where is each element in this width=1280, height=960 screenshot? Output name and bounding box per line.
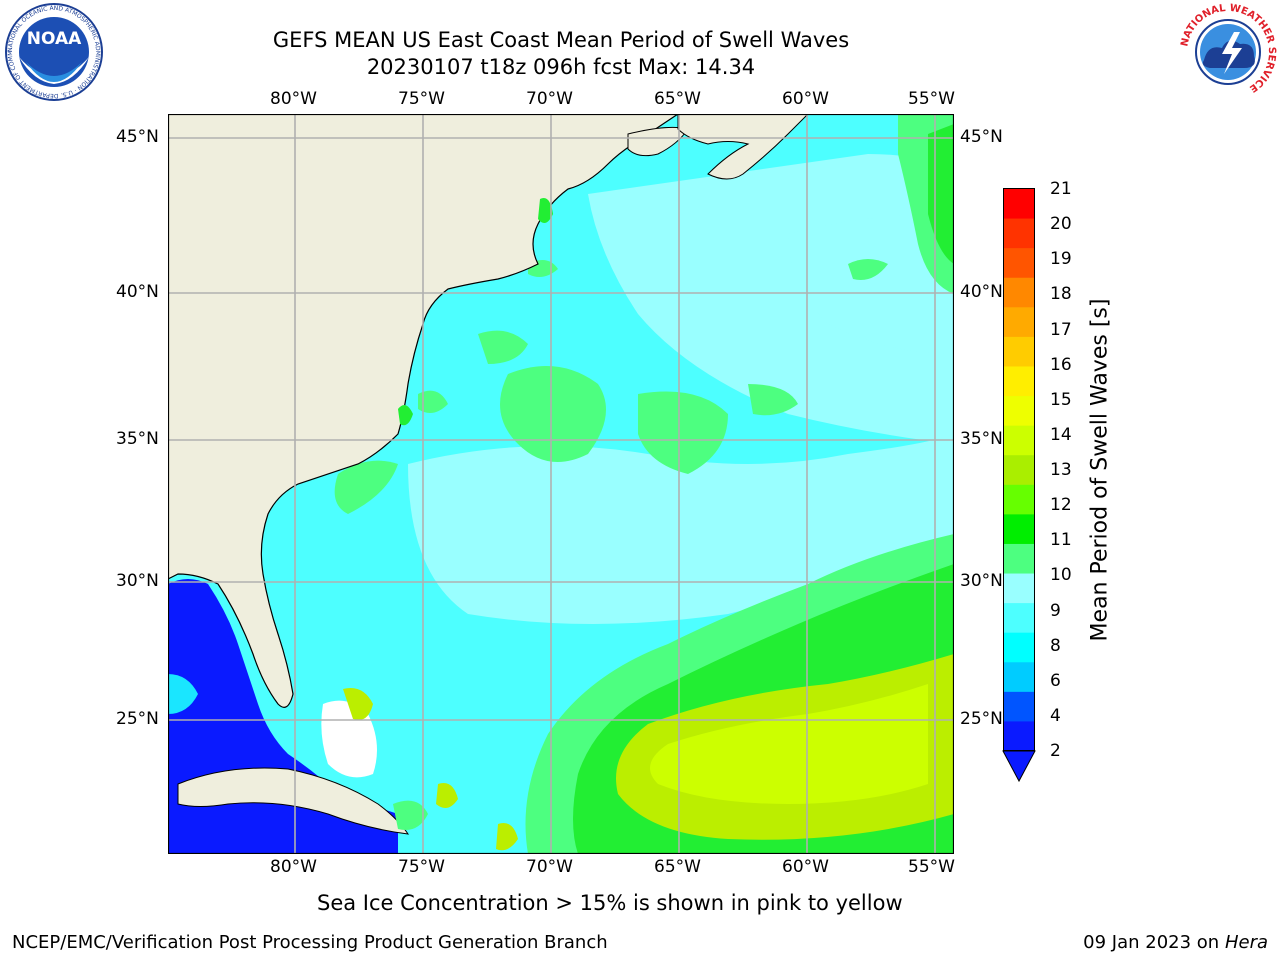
colorbar-swatch (1004, 307, 1034, 338)
lon-tick-bottom-70w: 70°W (526, 857, 573, 877)
colorbar-frame (1003, 188, 1035, 751)
colorbar-tick-label: 12 (1050, 495, 1072, 516)
noaa-logo-text: NOAA (27, 29, 82, 49)
colorbar-swatch (1004, 189, 1034, 220)
island-green-3 (436, 783, 458, 808)
noaa-logo: NOAA NATIONAL OCEANIC AND ATMOSPHERIC AD… (4, 2, 103, 101)
coast-green-cape-cod (538, 198, 553, 223)
green-patch-central-4 (748, 384, 798, 416)
colorbar-tick-label: 10 (1050, 565, 1072, 586)
colorbar-swatch (1004, 721, 1034, 752)
caption-sea-ice: Sea Ice Concentration > 15% is shown in … (317, 891, 903, 915)
footer-left: NCEP/EMC/Verification Post Processing Pr… (12, 932, 608, 953)
lat-tick-left-25n: 25°N (116, 709, 159, 729)
colorbar-swatch (1004, 603, 1034, 634)
colorbar-tick-label: 20 (1050, 214, 1072, 235)
colorbar-tick-label: 14 (1050, 424, 1072, 445)
ocean-light-band-central (408, 434, 954, 624)
colorbar-tick-label: 21 (1050, 179, 1072, 199)
colorbar-swatch (1004, 632, 1034, 663)
footer-date: 09 Jan 2023 on (1083, 932, 1225, 953)
colorbar-swatch (1004, 218, 1034, 249)
colorbar-swatch (1004, 248, 1034, 279)
land-maritimes (677, 114, 809, 180)
lon-tick-bottom-60w: 60°W (782, 857, 829, 877)
colorbar-tick-label: 4 (1050, 705, 1061, 726)
chart-title: GEFS MEAN US East Coast Mean Period of S… (272, 28, 850, 52)
footer-host: Hera (1224, 932, 1268, 953)
map-frame (168, 114, 954, 854)
lon-tick-bottom-65w: 65°W (654, 857, 701, 877)
island-green-1 (393, 800, 428, 830)
colorbar-tick-label: 18 (1050, 284, 1072, 305)
colorbar-tick-label: 8 (1050, 635, 1061, 656)
colorbar-extend-arrow (1002, 750, 1036, 783)
lon-tick-bottom-80w: 80°W (270, 857, 317, 877)
island-green-2 (496, 823, 518, 851)
colorbar-swatch (1004, 455, 1034, 486)
green-patch-west-1 (334, 460, 398, 514)
colorbar-tick-label: 15 (1050, 389, 1072, 410)
lat-tick-right-35n: 35°N (960, 429, 1003, 449)
lon-tick-bottom-55w: 55°W (908, 857, 955, 877)
colorbar-swatch (1004, 691, 1034, 722)
coast-green-carolina (398, 405, 413, 426)
nws-logo: NATIONAL WEATHER SERVICE (1179, 3, 1277, 100)
colorbar-tick-label: 16 (1050, 354, 1072, 375)
colorbar-tick-label: 2 (1050, 741, 1061, 761)
lat-tick-left-40n: 40°N (116, 282, 159, 302)
gulf-deep-strip (168, 674, 198, 714)
colorbar-swatch (1004, 425, 1034, 456)
lon-tick-top-65w: 65°W (654, 89, 701, 109)
lat-tick-right-25n: 25°N (960, 709, 1003, 729)
colorbar-swatch (1004, 396, 1034, 427)
lon-tick-top-75w: 75°W (398, 89, 445, 109)
colorbar (1002, 188, 1036, 783)
colorbar-swatches (1004, 189, 1034, 752)
colorbar-swatch (1004, 484, 1034, 515)
colorbar-swatch (1004, 366, 1034, 397)
colorbar-swatch (1004, 514, 1034, 545)
colorbar-tick-label: 6 (1050, 670, 1061, 691)
land-cuba (177, 767, 410, 835)
lat-tick-right-30n: 30°N (960, 571, 1003, 591)
lon-tick-top-60w: 60°W (782, 89, 829, 109)
lon-tick-top-70w: 70°W (526, 89, 573, 109)
footer-right: 09 Jan 2023 on Hera (1083, 932, 1268, 953)
swell-period-map (168, 114, 954, 854)
green-patch-west-2 (418, 390, 448, 413)
colorbar-swatch (1004, 336, 1034, 367)
lat-tick-left-30n: 30°N (116, 571, 159, 591)
graticule (168, 114, 954, 854)
colorbar-tick-label: 13 (1050, 460, 1072, 480)
colorbar-tick-label: 11 (1050, 530, 1072, 551)
colorbar-swatch (1004, 662, 1034, 693)
land-nova-scotia (627, 126, 689, 157)
lat-tick-right-40n: 40°N (960, 282, 1003, 302)
colorbar-tick-label: 9 (1050, 600, 1061, 621)
lat-tick-right-45n: 45°N (960, 127, 1003, 147)
lon-tick-bottom-75w: 75°W (398, 857, 445, 877)
lon-tick-top-55w: 55°W (908, 89, 955, 109)
green-patch-central-2 (638, 391, 728, 474)
colorbar-swatch (1004, 573, 1034, 604)
colorbar-swatch (1004, 543, 1034, 575)
colorbar-tick-label: 17 (1050, 319, 1072, 340)
colorbar-label: Mean Period of Swell Waves [s] (1087, 298, 1113, 642)
lat-tick-left-45n: 45°N (116, 127, 159, 147)
colorbar-tick-label: 19 (1050, 249, 1072, 270)
yellow-green-bright (650, 684, 928, 804)
chart-subtitle: 20230107 t18z 096h fcst Max: 14.34 (366, 55, 756, 79)
ocean-light-band-east (788, 214, 954, 354)
bahamas-green (343, 688, 373, 720)
green-patch-northeast (848, 259, 888, 280)
green-patch-central-3 (478, 330, 528, 364)
colorbar-swatch (1004, 277, 1034, 308)
lat-tick-left-35n: 35°N (116, 429, 159, 449)
green-patch-central-1 (500, 366, 606, 462)
colorbar-labels: 21 20 19 18 17 16 15 14 13 12 11 10 9 8 6 4 2 (1050, 176, 1090, 776)
lon-tick-top-80w: 80°W (270, 89, 317, 109)
